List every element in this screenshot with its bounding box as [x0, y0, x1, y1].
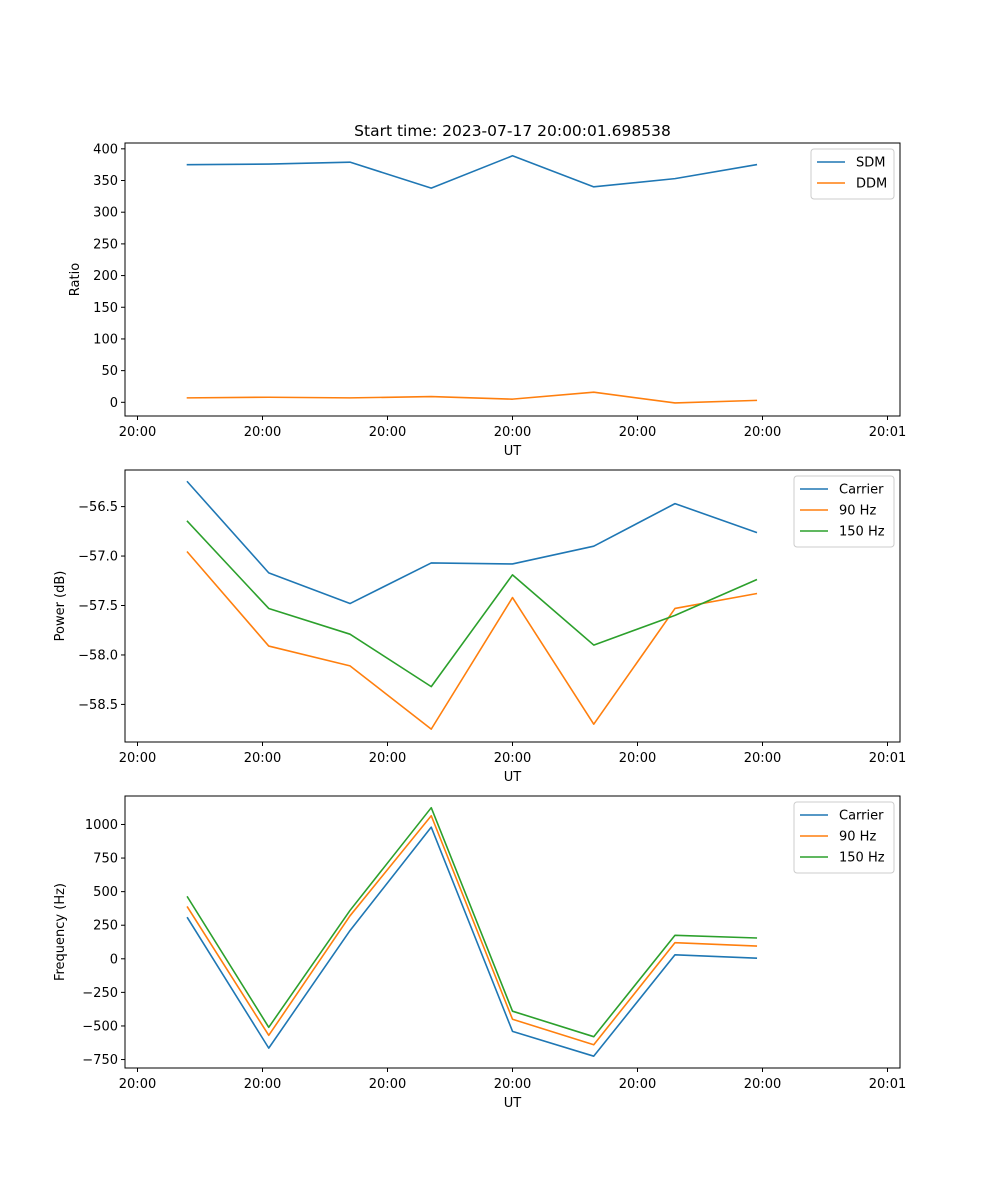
y-tick-label: 200: [93, 269, 118, 284]
plot-area: [125, 796, 900, 1068]
x-tick-label: 20:01: [869, 425, 906, 440]
x-tick-label: 20:00: [619, 1077, 656, 1092]
y-tick-label: −750: [82, 1053, 118, 1068]
x-tick-label: 20:00: [744, 425, 781, 440]
x-tick-label: 20:00: [619, 425, 656, 440]
legend: Carrier 90 Hz 150 Hz: [793, 801, 895, 874]
legend-label: Carrier: [839, 809, 884, 824]
x-tick-label: 20:00: [494, 1077, 531, 1092]
legend-label: Carrier: [839, 483, 884, 498]
x-tick-label: 20:00: [369, 425, 406, 440]
x-tick-label: 20:01: [869, 1077, 906, 1092]
y-axis-label: Power (dB): [53, 571, 68, 642]
legend-label: SDM: [856, 156, 885, 171]
y-tick-label: 250: [93, 919, 118, 934]
y-tick-label: −57.5: [78, 599, 118, 614]
y-tick-label: −58.5: [78, 698, 118, 713]
series-line-90-hz: [186, 814, 758, 1046]
series-line-sdm: [186, 155, 758, 189]
y-tick-label: 250: [93, 237, 118, 252]
x-tick-label: 20:00: [744, 1077, 781, 1092]
legend-label: 90 Hz: [839, 504, 876, 519]
legend-label: DDM: [856, 177, 887, 192]
y-tick-label: 1000: [85, 818, 118, 833]
y-tick-label: 0: [110, 396, 118, 411]
y-tick-label: −500: [82, 1019, 118, 1034]
chart-panel-2: 20:00 20:00 20:00 20:00 20:00 20:00 20:01 −58.5…: [53, 469, 906, 785]
series-line-90-hz: [186, 550, 758, 730]
legend-label: 150 Hz: [839, 851, 885, 866]
x-tick-label: 20:00: [119, 751, 156, 766]
x-tick-label: 20:00: [744, 751, 781, 766]
chart-panel-3: 20:00 20:00 20:00 20:00 20:00 20:00 20:01 −750 −…: [53, 795, 906, 1111]
y-tick-label: 500: [93, 885, 118, 900]
y-tick-label: −57.0: [78, 550, 118, 565]
chart-panel-1: 20:00 20:00 20:00 20:00 20:00 20:00 20:01 0 50 10…: [68, 122, 906, 459]
x-axis-label: UT: [504, 770, 522, 785]
plot-area: [125, 470, 900, 742]
y-axis-label: Frequency (Hz): [53, 883, 68, 981]
y-tick-label: 750: [93, 852, 118, 867]
y-tick-label: 350: [93, 174, 118, 189]
x-tick-label: 20:00: [494, 425, 531, 440]
y-tick-label: 0: [110, 952, 118, 967]
legend-label: 150 Hz: [839, 525, 885, 540]
legend-box: [793, 801, 895, 874]
y-tick-label: 100: [93, 332, 118, 347]
x-axis-label: UT: [504, 1096, 522, 1111]
chart-title: Start time: 2023-07-17 20:00:01.698538: [354, 122, 671, 140]
y-tick-label: −58.0: [78, 648, 118, 663]
series-line-150-hz: [186, 520, 758, 688]
plot-area: [125, 143, 900, 416]
legend: SDM DDM: [810, 148, 895, 200]
x-tick-label: 20:00: [119, 1077, 156, 1092]
y-tick-label: −250: [82, 986, 118, 1001]
y-tick-label: −56.5: [78, 500, 118, 515]
x-tick-label: 20:00: [369, 751, 406, 766]
y-axis-label: Ratio: [68, 263, 83, 296]
y-tick-label: 400: [93, 142, 118, 157]
x-tick-label: 20:00: [244, 425, 281, 440]
series-line-carrier: [186, 826, 758, 1057]
x-tick-label: 20:00: [494, 751, 531, 766]
series-line-carrier: [186, 480, 758, 605]
legend-label: 90 Hz: [839, 830, 876, 845]
series-line-ddm: [186, 391, 758, 404]
x-tick-label: 20:00: [244, 751, 281, 766]
x-tick-label: 20:00: [244, 1077, 281, 1092]
series-line-150-hz: [186, 806, 758, 1038]
y-tick-label: 150: [93, 301, 118, 316]
x-tick-label: 20:00: [119, 425, 156, 440]
x-axis-label: UT: [504, 444, 522, 459]
x-tick-label: 20:00: [619, 751, 656, 766]
legend-box: [793, 475, 895, 548]
legend: Carrier 90 Hz 150 Hz: [793, 475, 895, 548]
y-tick-label: 300: [93, 206, 118, 221]
y-tick-label: 50: [101, 364, 118, 379]
x-tick-label: 20:01: [869, 751, 906, 766]
x-tick-label: 20:00: [369, 1077, 406, 1092]
